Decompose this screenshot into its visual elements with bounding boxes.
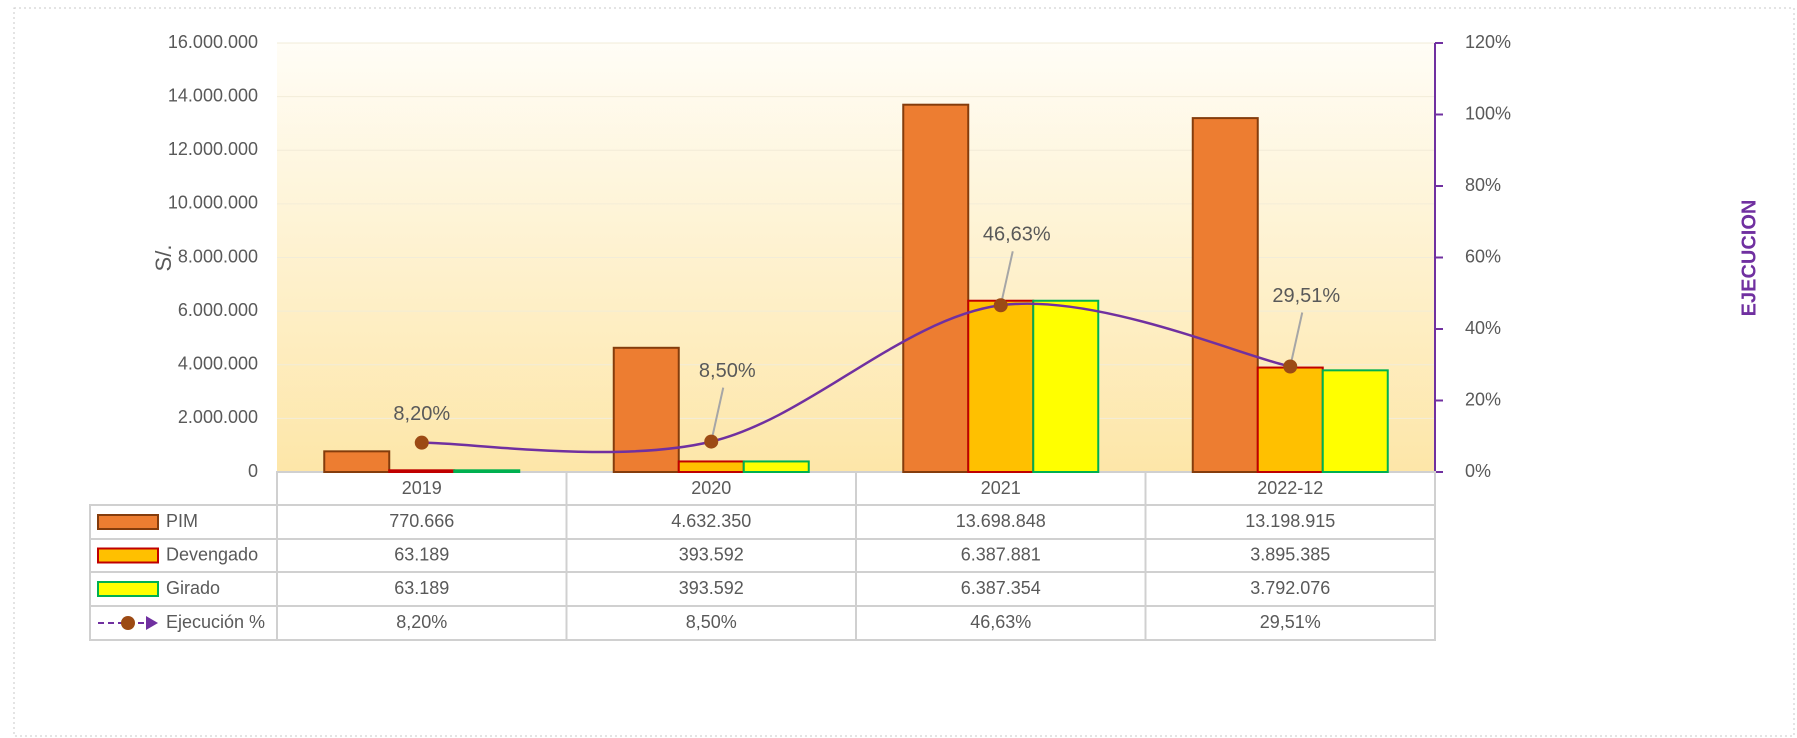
- table-cell: 6.387.881: [961, 544, 1041, 564]
- legend-key: [97, 514, 159, 530]
- legend-key: [97, 547, 159, 564]
- y-tick-label: 6.000.000: [178, 300, 258, 320]
- y2-tick-label: 80%: [1465, 175, 1501, 195]
- legend-key-marker: [121, 616, 135, 630]
- data-label: 46,63%: [983, 224, 1051, 246]
- y-axis-label: S/.: [151, 245, 176, 272]
- table-cell: 63.189: [394, 578, 449, 598]
- x-tick-label: 2022-12: [1257, 478, 1323, 498]
- y2-axis-label: EJECUCION: [1738, 200, 1760, 317]
- y2-tick-label: 60%: [1465, 246, 1501, 266]
- data-label: 8,20%: [393, 403, 450, 425]
- leader-line: [710, 387, 725, 442]
- y-tick-label: 16.000.000: [168, 32, 258, 52]
- x-tick-label: 2021: [981, 478, 1021, 498]
- legend-key: [97, 581, 159, 597]
- y-tick-label: 8.000.000: [178, 246, 258, 266]
- legend-label: Ejecución %: [166, 612, 265, 632]
- y-tick-label: 14.000.000: [168, 85, 258, 105]
- table-cell: 13.198.915: [1245, 511, 1335, 531]
- y2-tick-label: 100%: [1465, 103, 1511, 123]
- bar: [388, 469, 456, 474]
- y2-tick-label: 0%: [1465, 461, 1491, 481]
- y-tick-label: 10.000.000: [168, 193, 258, 213]
- x-tick-label: 2019: [402, 478, 442, 498]
- bar: [742, 460, 810, 473]
- data-label: 29,51%: [1272, 285, 1340, 307]
- x-tick-label: 2020: [691, 478, 731, 498]
- leader-line: [1289, 312, 1304, 367]
- bar: [323, 450, 391, 473]
- bar: [1032, 299, 1100, 473]
- bar: [902, 103, 970, 473]
- marker: [414, 435, 429, 450]
- legend-label: Girado: [166, 578, 220, 598]
- table-cell: 393.592: [679, 544, 744, 564]
- y-tick-label: 0: [248, 461, 258, 481]
- bar: [1256, 366, 1324, 473]
- table-cell: 393.592: [679, 578, 744, 598]
- legend-label: Devengado: [166, 544, 258, 564]
- bar: [1191, 117, 1259, 473]
- table-cell: 8,20%: [396, 612, 447, 632]
- table-cell: 4.632.350: [671, 511, 751, 531]
- leader-line: [999, 251, 1014, 306]
- table-cell: 63.189: [394, 544, 449, 564]
- marker: [704, 434, 719, 449]
- table-cell: 770.666: [389, 511, 454, 531]
- table-cell: 3.895.385: [1250, 544, 1330, 564]
- bar: [677, 460, 745, 473]
- table-cell: 13.698.848: [956, 511, 1046, 531]
- data-label: 8,50%: [699, 360, 756, 382]
- chart-frame: [13, 7, 1795, 737]
- table-cell: 8,50%: [686, 612, 737, 632]
- y-tick-label: 2.000.000: [178, 407, 258, 427]
- table-cell: 29,51%: [1260, 612, 1321, 632]
- table-cell: 3.792.076: [1250, 578, 1330, 598]
- y2-tick-label: 120%: [1465, 32, 1511, 52]
- bar: [967, 299, 1035, 473]
- y-tick-label: 4.000.000: [178, 354, 258, 374]
- marker: [993, 298, 1008, 313]
- legend-key-arrow: [146, 616, 158, 630]
- y-tick-label: 12.000.000: [168, 139, 258, 159]
- bar: [1321, 369, 1389, 473]
- y2-tick-label: 20%: [1465, 389, 1501, 409]
- bar: [453, 469, 521, 474]
- marker: [1283, 359, 1298, 374]
- table-cell: 6.387.354: [961, 578, 1041, 598]
- legend-label: PIM: [166, 511, 198, 531]
- bar: [612, 346, 680, 473]
- table-cell: 46,63%: [970, 612, 1031, 632]
- line: [421, 302, 1291, 454]
- y2-tick-label: 40%: [1465, 318, 1501, 338]
